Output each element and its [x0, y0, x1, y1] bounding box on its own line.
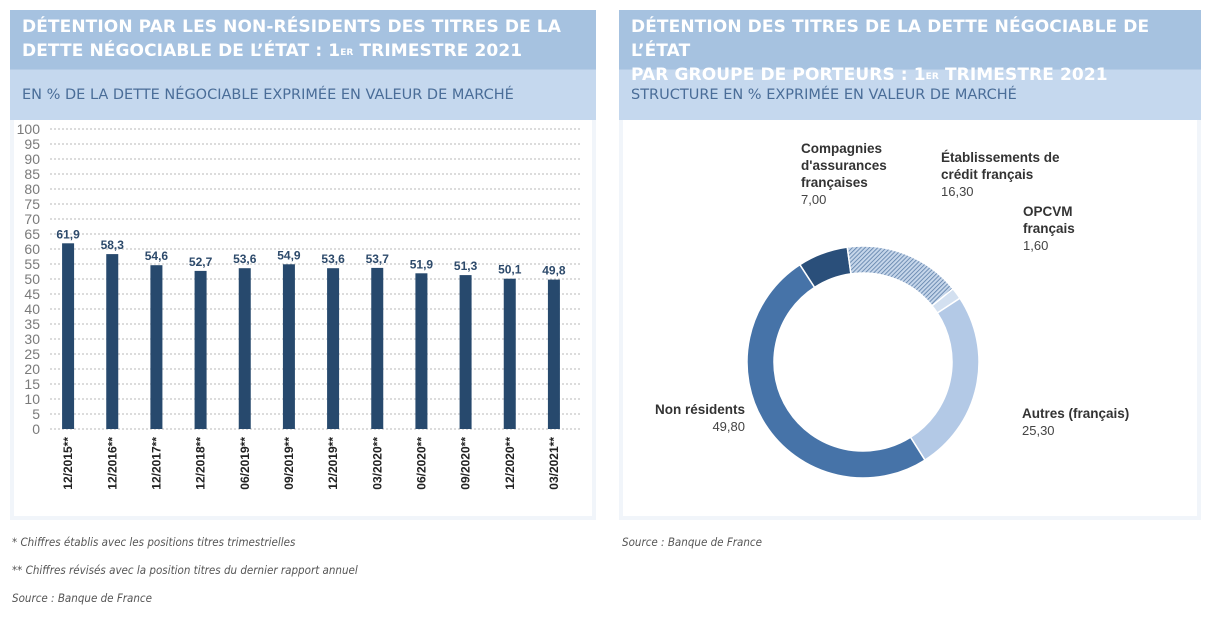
- slice-label: OPCVM: [1023, 204, 1073, 219]
- donut-slice: [746, 263, 926, 479]
- bar-value-label: 50,1: [498, 263, 522, 277]
- bar-value-label: 54,9: [277, 248, 301, 262]
- y-tick-label: 75: [24, 196, 40, 212]
- slice-value-label: 49,80: [712, 419, 745, 434]
- left-title-line2: DETTE NÉGOCIABLE DE L’ÉTAT : 1ER TRIMEST…: [22, 39, 586, 63]
- x-tick-label: 06/2020**: [414, 437, 428, 490]
- note-source-right: Source : Banque de France: [622, 535, 762, 549]
- slice-label: d'assurances: [801, 158, 887, 173]
- bar-value-label: 61,9: [56, 227, 80, 241]
- bar-value-label: 53,7: [366, 252, 390, 266]
- bar: [459, 275, 472, 429]
- y-tick-label: 60: [24, 241, 40, 257]
- left-panel: DÉTENTION PAR LES NON-RÉSIDENTS DES TITR…: [10, 10, 596, 520]
- y-tick-label: 85: [24, 166, 40, 182]
- x-tick-label: 12/2019**: [326, 437, 340, 490]
- x-tick-label: 09/2019**: [282, 437, 296, 490]
- x-tick-label: 12/2020**: [503, 437, 517, 490]
- y-tick-label: 35: [24, 316, 40, 332]
- left-title-line2-end: TRIMESTRE 2021: [353, 41, 523, 61]
- y-tick-label: 25: [24, 346, 40, 362]
- bar-value-label: 53,6: [321, 252, 345, 266]
- y-tick-label: 55: [24, 256, 40, 272]
- left-panel-subtitle: EN % DE LA DETTE NÉGOCIABLE EXPRIMÉE EN …: [10, 69, 596, 120]
- right-title-line1: DÉTENTION DES TITRES DE LA DETTE NÉGOCIA…: [631, 17, 1150, 61]
- bar: [62, 243, 75, 429]
- y-tick-label: 45: [24, 286, 40, 302]
- note-source: Source : Banque de France: [12, 591, 152, 605]
- x-tick-label: 03/2021**: [547, 437, 561, 490]
- donut-chart-container: Compagnies d'assurances françaises 7,00 Étab…: [619, 120, 1201, 520]
- left-title-line1: DÉTENTION PAR LES NON-RÉSIDENTS DES TITR…: [22, 17, 561, 37]
- slice-label: Compagnies: [801, 141, 882, 156]
- donut-slice: [909, 297, 980, 462]
- slice-value-label: 25,30: [1022, 423, 1055, 438]
- bar: [282, 264, 295, 429]
- x-tick-label: 12/2015**: [61, 437, 75, 490]
- y-tick-label: 10: [24, 391, 40, 407]
- right-notes: Source : Banque de France: [622, 535, 762, 549]
- bar-value-label: 53,6: [233, 252, 257, 266]
- left-title-line2-text: DETTE NÉGOCIABLE DE L’ÉTAT : 1: [22, 41, 341, 61]
- donut-slice: [846, 245, 955, 307]
- left-title-superscript: ER: [340, 48, 354, 58]
- y-tick-label: 40: [24, 301, 40, 317]
- right-panel-subtitle: STRUCTURE EN % EXPRIMÉE EN VALEUR DE MAR…: [619, 69, 1201, 120]
- slice-value-label: 16,30: [941, 184, 974, 199]
- y-tick-label: 50: [24, 271, 40, 287]
- y-tick-label: 20: [24, 361, 40, 377]
- x-tick-label: 09/2020**: [459, 437, 473, 490]
- y-tick-label: 15: [24, 376, 40, 392]
- bar-value-label: 51,9: [410, 257, 434, 271]
- slice-label: françaises: [801, 175, 868, 190]
- bar-value-label: 58,3: [101, 238, 125, 252]
- bar-chart: 0510152025303540455055606570758085909510…: [17, 121, 580, 490]
- left-notes: * Chiffres établis avec les positions ti…: [12, 535, 358, 605]
- bar: [547, 279, 560, 429]
- bar-chart-container: 0 5 10 15 20 25 30 35 40 45 50 55 60 65 70 75 80 85 90 95 10…: [10, 120, 596, 520]
- bar: [415, 273, 428, 429]
- x-tick-label: 12/2016**: [105, 437, 119, 490]
- y-tick-label: 30: [24, 331, 40, 347]
- y-tick-label: 95: [24, 136, 40, 152]
- x-tick-label: 12/2017**: [149, 437, 163, 490]
- bar: [503, 278, 516, 429]
- bar-value-label: 49,8: [542, 264, 566, 278]
- bar-value-label: 54,6: [145, 249, 169, 263]
- y-tick-label: 0: [32, 421, 40, 437]
- bar: [327, 268, 340, 429]
- y-tick-label: 90: [24, 151, 40, 167]
- bar: [194, 270, 207, 429]
- slice-value-label: 7,00: [801, 192, 826, 207]
- bar: [238, 268, 251, 429]
- slice-label: Autres (français): [1022, 406, 1129, 421]
- x-tick-label: 12/2018**: [194, 437, 208, 490]
- y-tick-label: 5: [32, 406, 40, 422]
- donut-chart: Compagnies d'assurances françaises 7,00 Étab…: [655, 141, 1129, 479]
- bar: [150, 265, 163, 429]
- slice-label: Non résidents: [655, 402, 745, 417]
- slice-label: français: [1023, 221, 1075, 236]
- bar: [106, 254, 119, 429]
- slice-label: crédit français: [941, 167, 1033, 182]
- bar-value-label: 51,3: [454, 259, 478, 273]
- y-tick-label: 100: [17, 121, 41, 137]
- left-panel-title: DÉTENTION PAR LES NON-RÉSIDENTS DES TITR…: [10, 10, 596, 69]
- y-tick-label: 80: [24, 181, 40, 197]
- slice-label: Établissements de: [941, 150, 1060, 165]
- right-title-superscript: ER: [925, 72, 939, 82]
- right-panel: DÉTENTION DES TITRES DE LA DETTE NÉGOCIA…: [619, 10, 1201, 520]
- note-revised: ** Chiffres révisés avec la position tit…: [12, 563, 358, 577]
- bar-value-label: 52,7: [189, 255, 213, 269]
- y-tick-label: 65: [24, 226, 40, 242]
- x-tick-label: 06/2019**: [238, 437, 252, 490]
- x-tick-label: 03/2020**: [370, 437, 384, 490]
- y-tick-label: 70: [24, 211, 40, 227]
- bar: [371, 267, 384, 429]
- right-panel-title: DÉTENTION DES TITRES DE LA DETTE NÉGOCIA…: [619, 10, 1201, 85]
- slice-value-label: 1,60: [1023, 238, 1048, 253]
- note-quarterly: * Chiffres établis avec les positions ti…: [12, 535, 296, 549]
